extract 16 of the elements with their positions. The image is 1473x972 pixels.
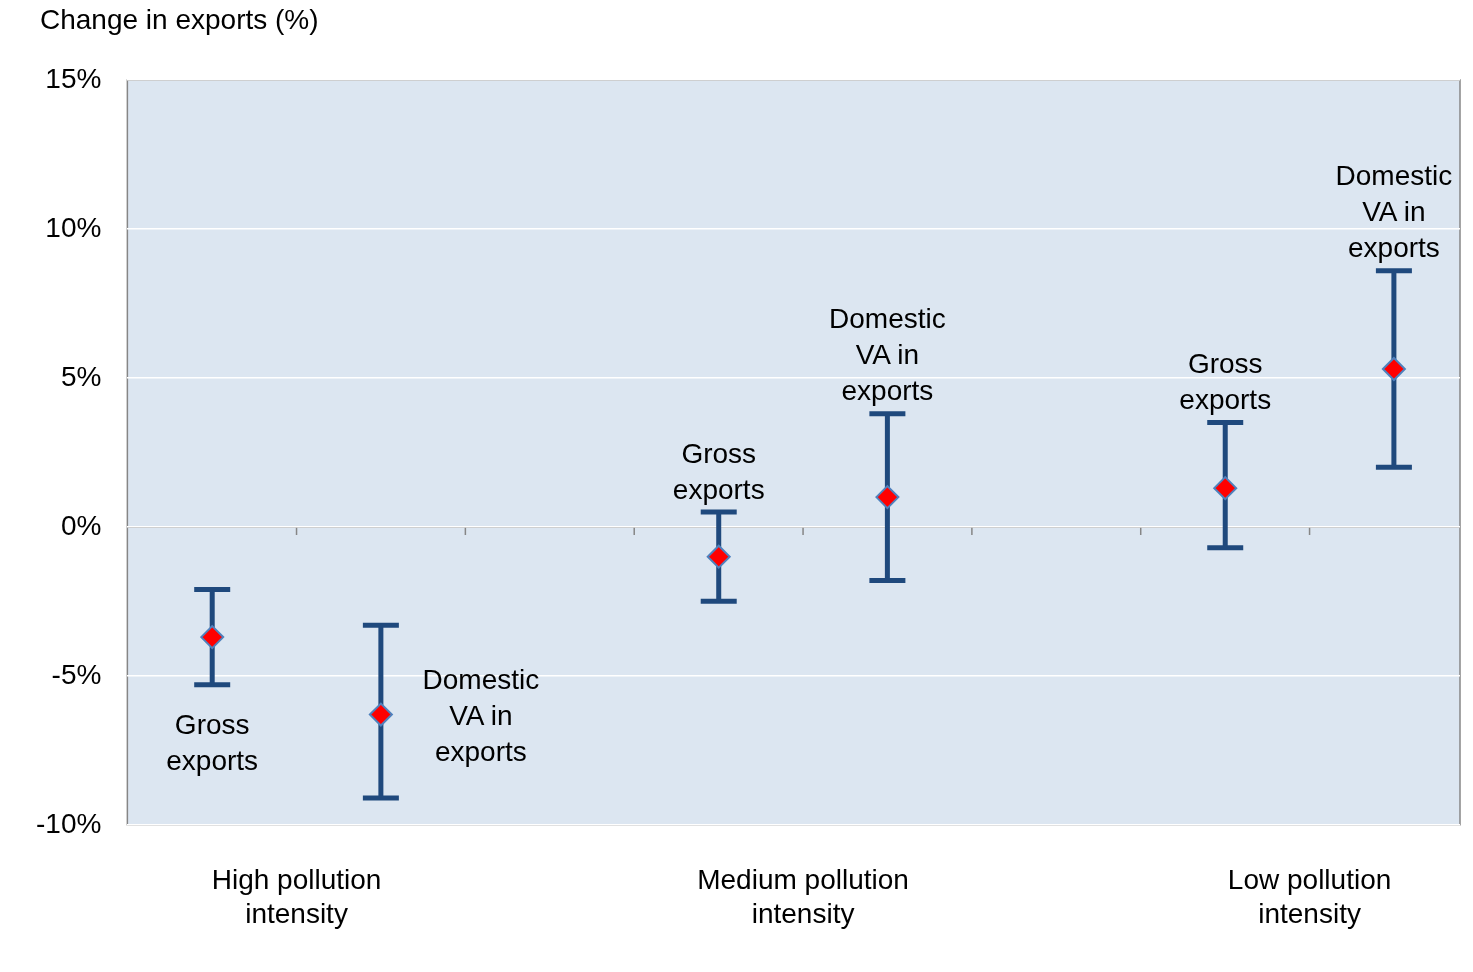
text: Gross exports — [672, 437, 765, 505]
y-tick-label: 0% — [60, 509, 102, 541]
text: Domestic VA in exports — [1335, 160, 1453, 264]
y-tick-label: 10% — [45, 211, 102, 243]
y-tick-label: -5% — [51, 658, 102, 690]
text: Domestic VA in exports — [829, 303, 946, 407]
y-axis-title: Change in exports (%) — [40, 4, 319, 36]
y-tick-label: 15% — [45, 62, 102, 94]
x-tick-label: Low pollution intensity — [1227, 864, 1392, 929]
text: Gross exports — [1179, 348, 1272, 416]
text: Gross exports — [166, 708, 259, 776]
series-label: Domestic VA in exports — [422, 664, 540, 768]
x-tick-label: Medium pollution intensity — [697, 864, 909, 929]
y-tick-label: 5% — [60, 360, 102, 392]
y-tick-label: -10% — [35, 807, 102, 839]
x-tick-label: High pollution intensity — [211, 864, 382, 929]
